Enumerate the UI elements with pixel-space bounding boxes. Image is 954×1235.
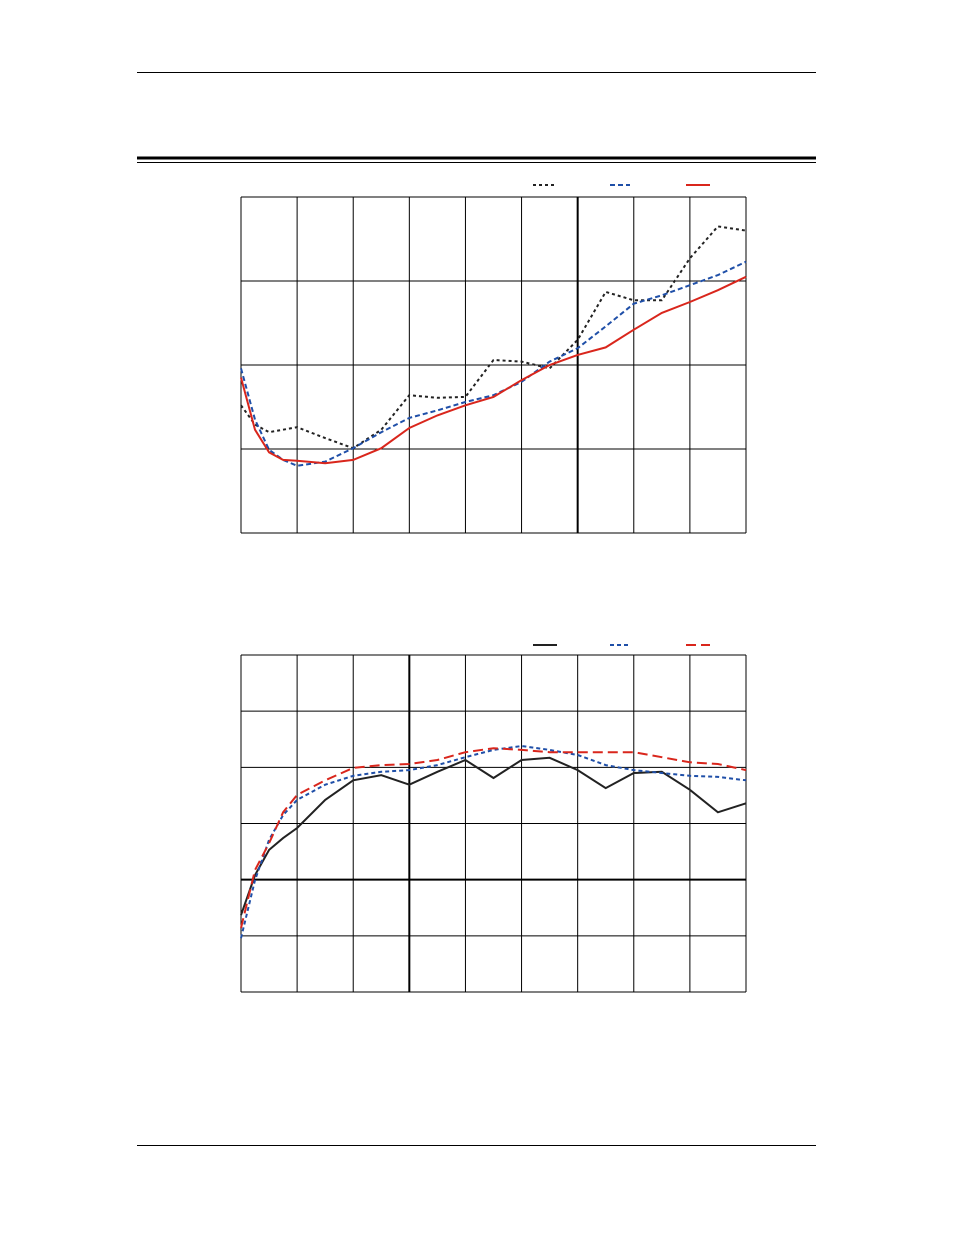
data-line	[240, 747, 747, 929]
data-line	[240, 260, 747, 467]
data-line	[240, 225, 747, 450]
data-line	[240, 744, 747, 939]
data-line	[240, 275, 747, 465]
data-line	[240, 756, 747, 916]
